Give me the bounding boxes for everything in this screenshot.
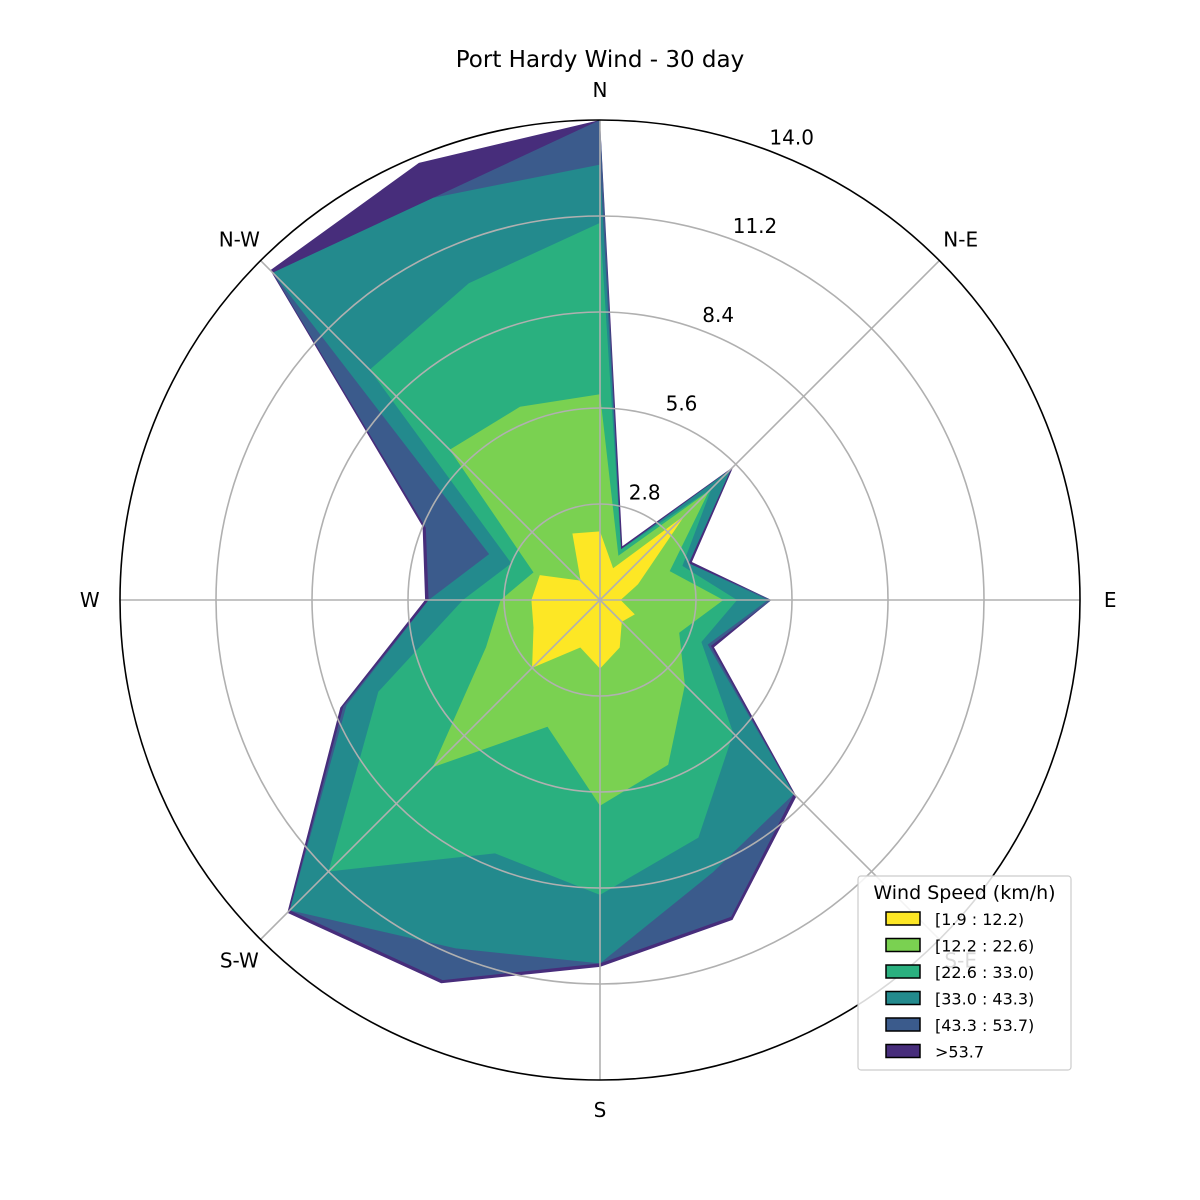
legend-label: [43.3 : 53.7): [935, 1016, 1034, 1035]
legend-swatch: [885, 937, 921, 953]
legend-label: >53.7: [935, 1043, 984, 1062]
legend-swatch: [885, 964, 921, 979]
radial-tick-label: 5.6: [666, 392, 698, 416]
chart-title: Port Hardy Wind - 30 day: [456, 47, 744, 73]
radial-tick-label: 14.0: [769, 126, 814, 150]
legend-label: [22.6 : 33.0): [935, 963, 1034, 982]
grid-spoke-8: [260, 260, 601, 601]
direction-label-e: E: [1104, 588, 1117, 612]
legend: Wind Speed (km/h) [1.9 : 12.2) [12.2 : 22…: [857, 875, 1072, 1071]
legend-item: [43.3 : 53.7): [885, 1016, 1034, 1035]
legend-label: [12.2 : 22.6): [935, 937, 1034, 956]
radial-tick-labels: 2.8 5.6 8.4 11.2 14.0: [629, 126, 814, 505]
legend-item: [1.9 : 12.2): [885, 910, 1024, 929]
outer-ring: [119, 119, 1081, 1081]
direction-label-s: S: [594, 1098, 607, 1122]
legend-swatch: [885, 990, 921, 1006]
legend-title: Wind Speed (km/h): [873, 882, 1055, 904]
direction-label-n: N: [593, 78, 608, 102]
legend-swatch: [885, 1043, 921, 1059]
legend-swatch: [885, 911, 921, 926]
legend-label: [33.0 : 43.3): [935, 990, 1034, 1009]
grid-spoke-6: [260, 599, 601, 940]
legend-item: [12.2 : 22.6): [885, 937, 1034, 956]
legend-item: >53.7: [885, 1043, 984, 1062]
direction-label-n-w: N-W: [219, 227, 260, 251]
legend-swatch: [885, 1017, 921, 1032]
radial-tick-label: 11.2: [733, 214, 778, 238]
legend-item: [22.6 : 33.0): [885, 963, 1034, 982]
wind-areas: [270, 120, 797, 984]
direction-label-n-e: N-E: [943, 227, 978, 251]
legend-item: [33.0 : 43.3): [885, 990, 1034, 1009]
radial-tick-label: 2.8: [629, 480, 661, 504]
legend-label: [1.9 : 12.2): [935, 910, 1024, 929]
direction-label-w: W: [80, 588, 100, 612]
radial-tick-label: 8.4: [702, 303, 734, 327]
legend-items: [1.9 : 12.2) [12.2 : 22.6) [22.6 : 33.0) [3…: [885, 910, 1034, 1062]
polar-grid: [120, 120, 1080, 1080]
grid-spoke-2: [599, 260, 940, 601]
direction-label-s-w: S-W: [220, 949, 259, 973]
